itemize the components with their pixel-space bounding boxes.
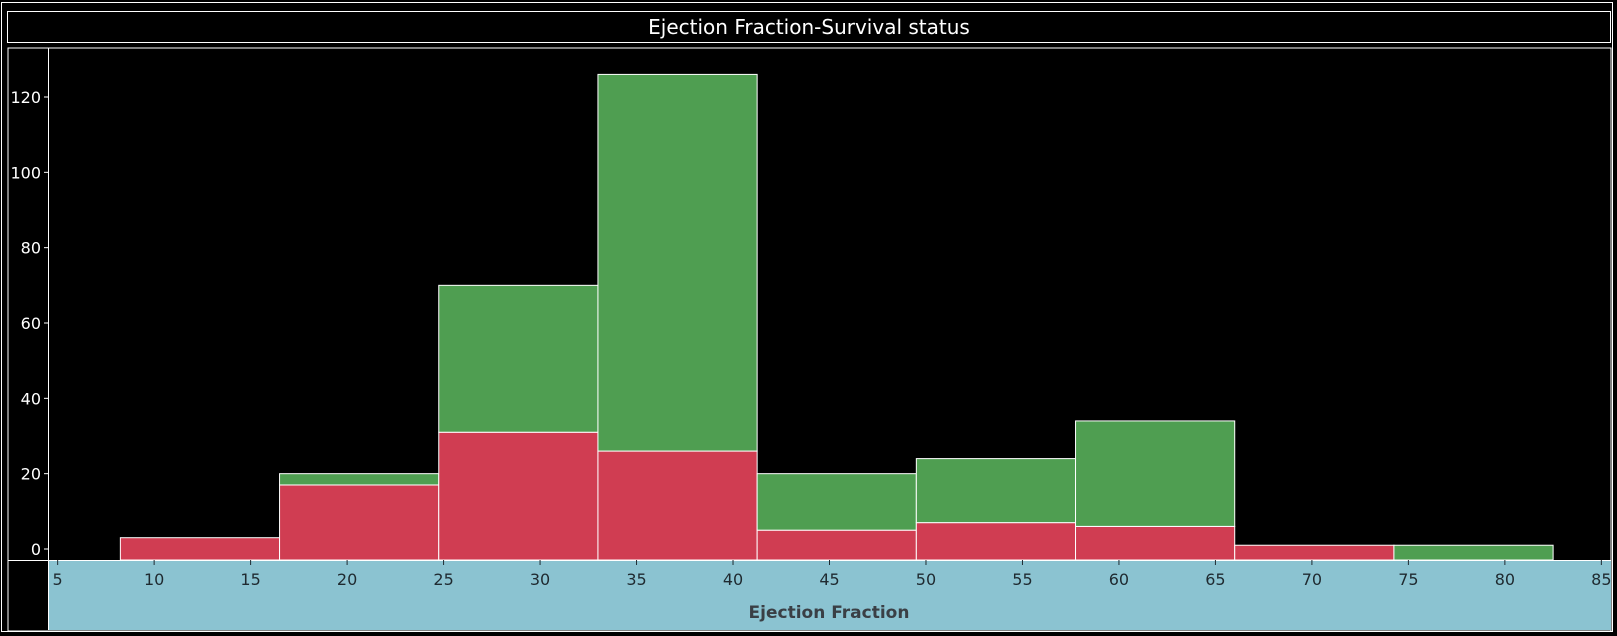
bar-segment-series1-bin6 xyxy=(1075,420,1236,527)
bar-segment-series1-bin5 xyxy=(915,458,1077,524)
x-tick-label: 20 xyxy=(337,570,357,589)
bar-segment-series0-bin2 xyxy=(438,431,599,561)
x-tick-label: 65 xyxy=(1205,570,1225,589)
x-tick-label: 55 xyxy=(1012,570,1032,589)
y-tick-label: 60 xyxy=(21,314,41,333)
x-tick-label: 5 xyxy=(53,570,63,589)
y-tick-label: 20 xyxy=(21,465,41,484)
x-tick-label: 85 xyxy=(1591,570,1611,589)
x-tick-label: 70 xyxy=(1302,570,1322,589)
bar-segment-series1-bin1 xyxy=(279,473,440,486)
bar-segment-series0-bin7 xyxy=(1234,544,1395,561)
x-tick-label: 15 xyxy=(240,570,260,589)
bar-segment-series0-bin6 xyxy=(1075,525,1236,561)
x-tick-label: 80 xyxy=(1495,570,1515,589)
bar-segment-series1-bin3 xyxy=(597,73,758,452)
x-axis-label: Ejection Fraction xyxy=(749,603,910,623)
y-axis-ticks: 0 20 40 60 80 100 120 xyxy=(10,88,48,559)
y-tick-label: 0 xyxy=(31,540,41,559)
y-tick-label: 40 xyxy=(21,389,41,408)
x-tick-label: 30 xyxy=(530,570,550,589)
x-tick-label: 40 xyxy=(723,570,743,589)
bars-layer xyxy=(119,73,1554,561)
bar-segment-series0-bin3 xyxy=(597,450,758,561)
y-tick-label: 120 xyxy=(10,88,41,107)
x-tick-label: 10 xyxy=(144,570,164,589)
bar-segment-series1-bin8 xyxy=(1393,544,1554,561)
bar-segment-series1-bin4 xyxy=(756,473,917,531)
chart-title: Ejection Fraction-Survival status xyxy=(7,11,1611,43)
bar-segment-series0-bin4 xyxy=(756,529,917,561)
bar-segment-series0-bin1 xyxy=(279,484,440,561)
bar-segment-series0-bin0 xyxy=(119,537,281,561)
x-tick-label: 60 xyxy=(1109,570,1129,589)
y-tick-label: 80 xyxy=(21,239,41,258)
bar-segment-series1-bin2 xyxy=(438,284,599,433)
y-tick-label: 100 xyxy=(10,163,41,182)
x-axis-band xyxy=(48,560,1611,630)
bar-segment-series0-bin5 xyxy=(915,522,1077,561)
plot-frame xyxy=(7,47,1612,632)
x-tick-label: 50 xyxy=(916,570,936,589)
x-tick-label: 25 xyxy=(433,570,453,589)
x-tick-label: 35 xyxy=(626,570,646,589)
x-tick-label: 75 xyxy=(1398,570,1418,589)
x-tick-label: 45 xyxy=(819,570,839,589)
x-axis-ticks: 5 10 15 20 25 30 35 40 45 50 55 60 65 70 75 80 85 xyxy=(53,560,1612,589)
